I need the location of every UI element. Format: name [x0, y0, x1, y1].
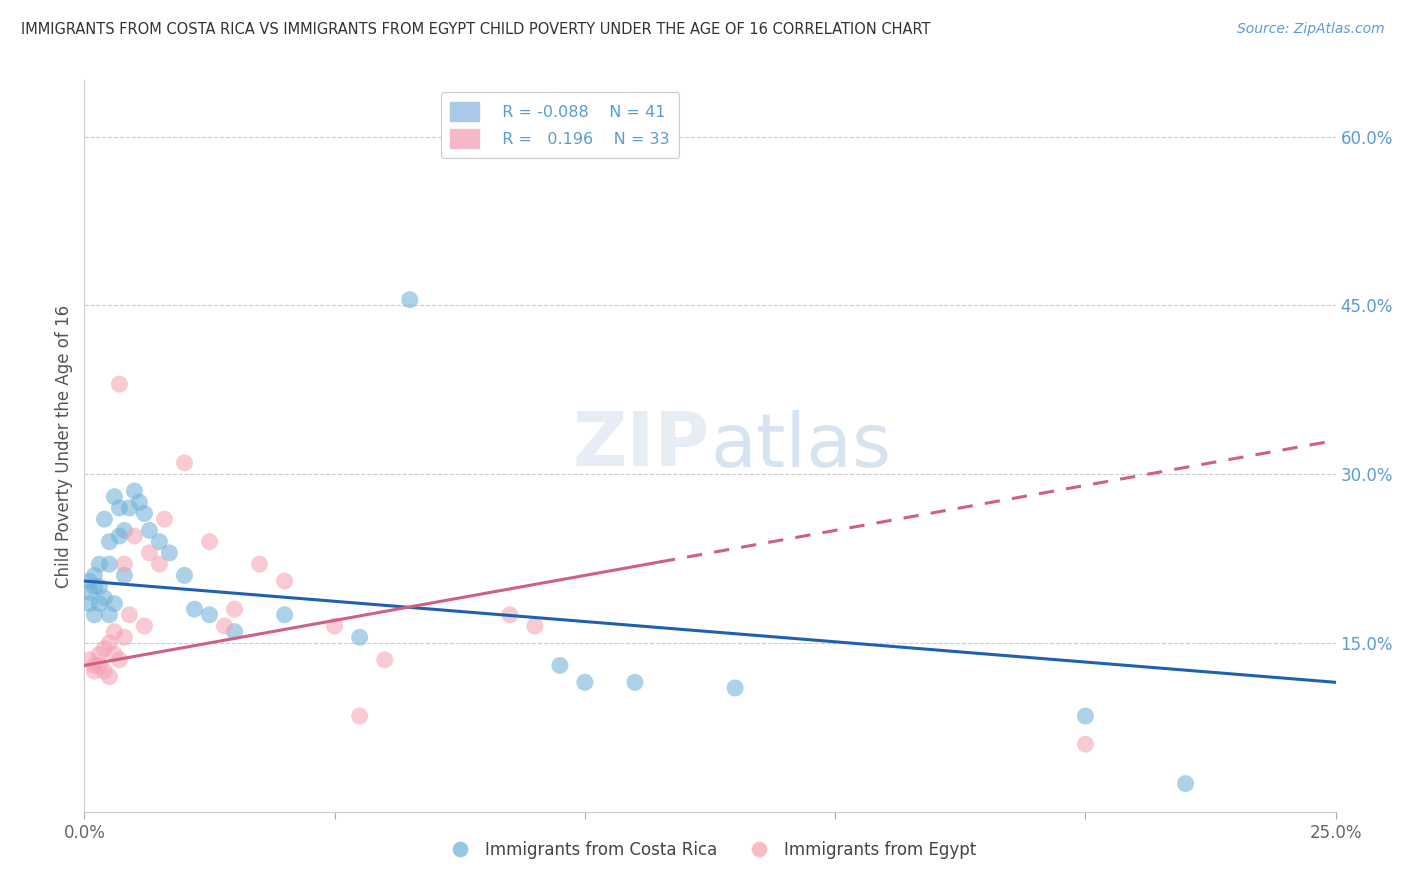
Point [523, 619, 546, 633]
Point [224, 602, 246, 616]
Point [98, 534, 121, 549]
Point [98, 636, 121, 650]
Point [1174, 776, 1197, 790]
Point [138, 524, 160, 538]
Point [93, 641, 115, 656]
Point [79, 653, 101, 667]
Point [173, 568, 195, 582]
Point [112, 630, 135, 644]
Point [103, 647, 125, 661]
Point [499, 607, 522, 622]
Text: Source: ZipAtlas.com: Source: ZipAtlas.com [1237, 22, 1385, 37]
Point [374, 653, 396, 667]
Point [103, 490, 125, 504]
Point [349, 630, 371, 644]
Point [118, 500, 141, 515]
Point [89, 580, 111, 594]
Point [83, 607, 105, 622]
Y-axis label: Child Poverty Under the Age of 16: Child Poverty Under the Age of 16 [55, 304, 73, 588]
Point [79, 585, 101, 599]
Point [98, 670, 121, 684]
Point [93, 591, 115, 605]
Point [214, 619, 236, 633]
Point [128, 495, 150, 509]
Point [83, 664, 105, 678]
Point [134, 619, 156, 633]
Text: IMMIGRANTS FROM COSTA RICA VS IMMIGRANTS FROM EGYPT CHILD POVERTY UNDER THE AGE : IMMIGRANTS FROM COSTA RICA VS IMMIGRANTS… [21, 22, 931, 37]
Point [112, 524, 135, 538]
Point [79, 597, 101, 611]
Point [523, 135, 546, 149]
Point [108, 653, 131, 667]
Point [83, 568, 105, 582]
Point [1074, 709, 1097, 723]
Point [148, 557, 170, 571]
Point [103, 597, 125, 611]
Legend: Immigrants from Costa Rica, Immigrants from Egypt: Immigrants from Costa Rica, Immigrants f… [437, 834, 983, 865]
Point [89, 647, 111, 661]
Point [273, 607, 295, 622]
Point [198, 534, 221, 549]
Text: atlas: atlas [710, 409, 891, 483]
Point [124, 483, 146, 498]
Point [173, 456, 195, 470]
Point [249, 557, 271, 571]
Text: ZIP: ZIP [572, 409, 710, 483]
Point [83, 580, 105, 594]
Point [398, 293, 420, 307]
Point [548, 658, 571, 673]
Point [83, 658, 105, 673]
Point [724, 681, 747, 695]
Point [134, 507, 156, 521]
Point [98, 607, 121, 622]
Point [93, 512, 115, 526]
Point [148, 534, 170, 549]
Point [108, 529, 131, 543]
Point [198, 607, 221, 622]
Point [112, 557, 135, 571]
Point [93, 664, 115, 678]
Point [98, 557, 121, 571]
Point [349, 709, 371, 723]
Point [124, 529, 146, 543]
Point [153, 512, 176, 526]
Point [118, 607, 141, 622]
Point [1074, 737, 1097, 751]
Point [273, 574, 295, 588]
Point [89, 597, 111, 611]
Point [89, 557, 111, 571]
Point [624, 675, 647, 690]
Point [224, 624, 246, 639]
Point [108, 377, 131, 392]
Point [183, 602, 205, 616]
Point [159, 546, 181, 560]
Point [138, 546, 160, 560]
Point [103, 624, 125, 639]
Point [112, 568, 135, 582]
Point [323, 619, 346, 633]
Point [79, 574, 101, 588]
Point [89, 658, 111, 673]
Point [574, 675, 596, 690]
Point [108, 500, 131, 515]
